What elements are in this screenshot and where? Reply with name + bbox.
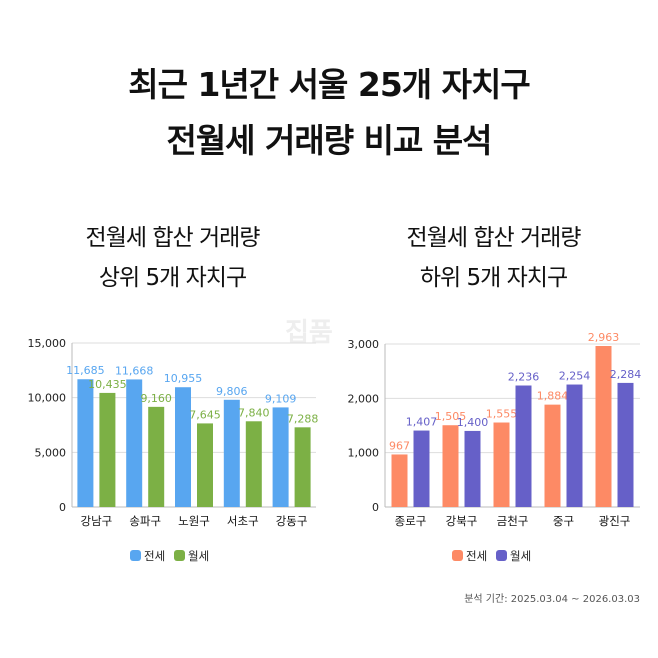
bar-월세 (148, 406, 165, 507)
bar-월세 (294, 427, 311, 507)
right-chart-title-line1: 전월세 합산 거래량 (406, 225, 582, 251)
data-label: 9,806 (216, 385, 248, 398)
legend-label: 전세 (466, 549, 487, 563)
data-label: 2,963 (588, 331, 620, 344)
data-label: 1,555 (486, 408, 518, 421)
data-label: 7,840 (238, 406, 270, 419)
data-label: 11,685 (66, 364, 105, 377)
bar-전세 (126, 379, 143, 507)
left-chart-title-line2: 상위 5개 자치구 (98, 265, 247, 291)
bar-월세 (413, 430, 430, 507)
data-label: 10,435 (88, 378, 127, 391)
y-tick-label: 3,000 (348, 338, 380, 351)
y-tick-label: 10,000 (28, 392, 67, 405)
y-tick-label: 15,000 (28, 337, 67, 350)
bar-월세 (515, 385, 532, 507)
bar-전세 (493, 422, 510, 507)
x-tick-label: 중구 (553, 514, 574, 528)
data-label: 1,505 (435, 410, 467, 423)
legend-label: 월세 (188, 549, 209, 563)
bar-전세 (442, 425, 459, 507)
x-tick-label: 서초구 (227, 514, 259, 528)
bar-월세 (617, 382, 634, 507)
bar-월세 (566, 384, 583, 507)
y-tick-label: 1,000 (348, 447, 380, 460)
data-label: 1,400 (457, 416, 489, 429)
y-tick-label: 2,000 (348, 392, 380, 405)
data-label: 10,955 (164, 372, 203, 385)
left-chart-title-line1: 전월세 합산 거래량 (85, 225, 261, 251)
data-label: 1,884 (537, 390, 569, 403)
main-title-line1: 최근 1년간 서울 25개 자치구 (128, 65, 530, 104)
data-label: 11,668 (115, 364, 154, 377)
data-label: 7,645 (189, 408, 221, 421)
x-tick-label: 강남구 (81, 514, 113, 528)
x-tick-label: 종로구 (395, 514, 427, 528)
x-tick-label: 강동구 (276, 514, 308, 528)
legend-swatch (452, 550, 463, 561)
bar-전세 (77, 379, 94, 507)
y-tick-label: 0 (372, 501, 379, 514)
bar-월세 (197, 423, 213, 507)
legend-swatch (496, 550, 507, 561)
data-label: 9,109 (265, 392, 297, 405)
x-tick-label: 금천구 (497, 514, 529, 528)
data-label: 7,288 (287, 412, 319, 425)
y-tick-label: 5,000 (35, 446, 67, 459)
data-label: 2,284 (610, 368, 642, 381)
x-tick-label: 송파구 (129, 514, 161, 528)
x-tick-label: 광진구 (599, 514, 631, 528)
x-tick-label: 강북구 (446, 514, 478, 528)
bar-전세 (391, 454, 408, 507)
bar-전세 (595, 346, 612, 507)
legend-swatch (174, 550, 185, 561)
data-label: 1,407 (406, 416, 438, 429)
legend-label: 전세 (144, 549, 165, 563)
x-tick-label: 노원구 (178, 514, 210, 528)
legend-swatch (130, 550, 141, 561)
bar-전세 (175, 387, 191, 507)
main-title-line2: 전월세 거래량 비교 분석 (166, 121, 492, 160)
bar-월세 (245, 421, 262, 507)
legend-label: 월세 (510, 549, 531, 563)
bar-전세 (544, 404, 561, 507)
bar-월세 (99, 392, 116, 507)
data-label: 967 (389, 439, 410, 452)
data-label: 2,236 (508, 371, 540, 384)
bar-전세 (223, 399, 240, 507)
right-chart-title-line2: 하위 5개 자치구 (419, 265, 568, 291)
y-tick-label: 0 (59, 501, 66, 514)
analysis-period: 분석 기간: 2025.03.04 ~ 2026.03.03 (464, 594, 640, 605)
bar-월세 (464, 430, 481, 507)
data-label: 2,254 (559, 370, 591, 383)
data-label: 9,160 (140, 392, 172, 405)
bar-전세 (272, 407, 289, 507)
